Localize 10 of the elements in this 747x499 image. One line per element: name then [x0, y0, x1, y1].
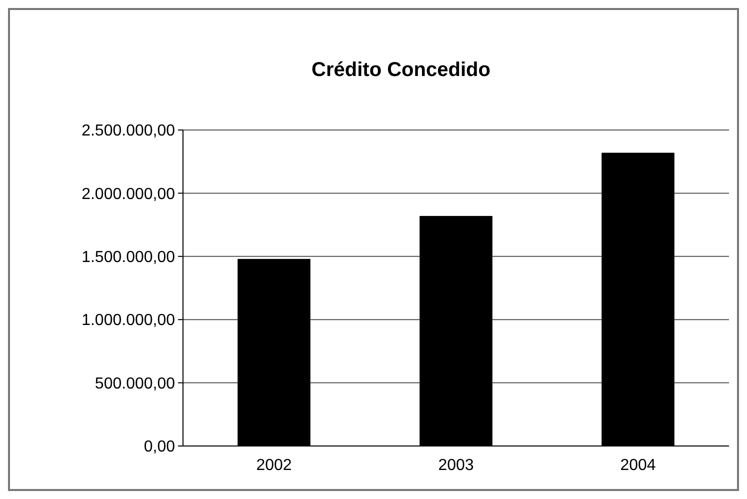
chart-title: Crédito Concedido — [312, 59, 490, 81]
x-tick-label: 2003 — [438, 457, 474, 474]
y-tick-label: 2.500.000,00 — [82, 122, 176, 140]
x-tick-label: 2004 — [620, 457, 656, 474]
y-tick-label: 1.000.000,00 — [82, 312, 176, 330]
x-tick-label: 2002 — [256, 457, 292, 474]
y-tick-label: 1.500.000,00 — [82, 249, 176, 266]
y-tick-label: 2.000.000,00 — [82, 186, 176, 203]
y-tick-label: 500.000,00 — [94, 375, 176, 392]
y-tick-label: 0,00 — [144, 438, 176, 456]
